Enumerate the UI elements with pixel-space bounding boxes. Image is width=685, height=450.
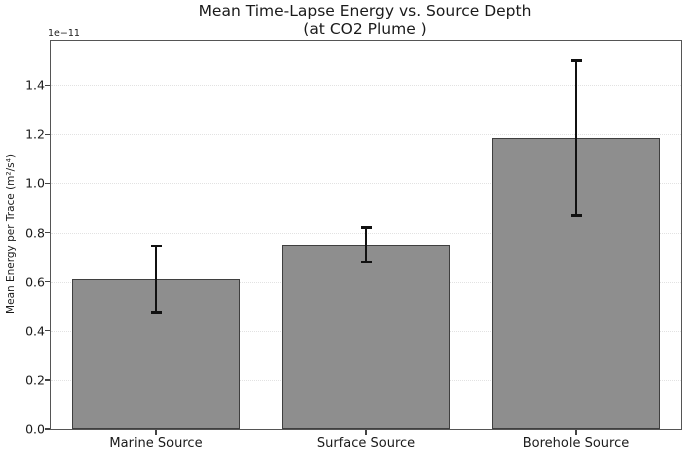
y-tick-label: 1.2: [25, 126, 45, 142]
y-tick-label: 0.6: [25, 274, 45, 290]
y-tick-label: 0.4: [25, 323, 45, 339]
error-cap-bottom: [360, 260, 372, 264]
bar-surface-source: [282, 244, 450, 429]
gridline: [51, 183, 681, 185]
error-bar-marine-source: [155, 246, 157, 313]
x-tick-mark: [575, 430, 577, 435]
x-tick-mark: [155, 430, 157, 435]
error-cap-bottom: [570, 214, 582, 217]
y-tick-mark: [45, 280, 50, 283]
y-axis-label: Mean Energy per Trace (m²/s⁴): [5, 154, 17, 314]
bar-marine-source: [72, 279, 240, 429]
y-tick-label: 0.0: [25, 421, 45, 437]
y-tick-mark: [45, 182, 50, 185]
y-tick-label: 0.2: [25, 372, 45, 388]
y-tick-mark: [45, 231, 50, 234]
y-tick-mark: [45, 428, 50, 430]
chart-subtitle: (at CO2 Plume ): [303, 20, 427, 38]
gridline: [51, 85, 681, 87]
x-tick-label-marine-source: Marine Source: [109, 436, 203, 450]
gridline: [51, 134, 681, 136]
error-bar-surface-source: [365, 227, 367, 262]
chart-title: Mean Time-Lapse Energy vs. Source Depth: [198, 2, 532, 20]
x-tick-mark: [365, 430, 367, 435]
y-tick-mark: [45, 330, 50, 332]
error-cap-top: [150, 244, 162, 248]
y-tick-mark: [45, 84, 50, 86]
y-tick-mark: [45, 133, 50, 135]
error-cap-bottom: [150, 311, 162, 314]
error-bar-borehole-source: [575, 60, 577, 216]
plot-area: 0.0 0.2 0.4 0.6 0.8 1.0 1.2 1.4 Marine Source Sur…: [25, 40, 682, 450]
error-cap-top: [570, 59, 582, 62]
x-tick-label-borehole-source: Borehole Source: [522, 436, 630, 450]
error-cap-top: [360, 226, 372, 229]
y-axis-scale-label: 1e−11: [48, 28, 80, 39]
x-tick-label-surface-source: Surface Source: [316, 436, 416, 450]
y-tick-mark: [45, 379, 50, 381]
y-tick-label: 0.8: [25, 225, 45, 241]
y-tick-label: 1.0: [25, 175, 45, 191]
y-tick-label: 1.4: [25, 77, 45, 93]
